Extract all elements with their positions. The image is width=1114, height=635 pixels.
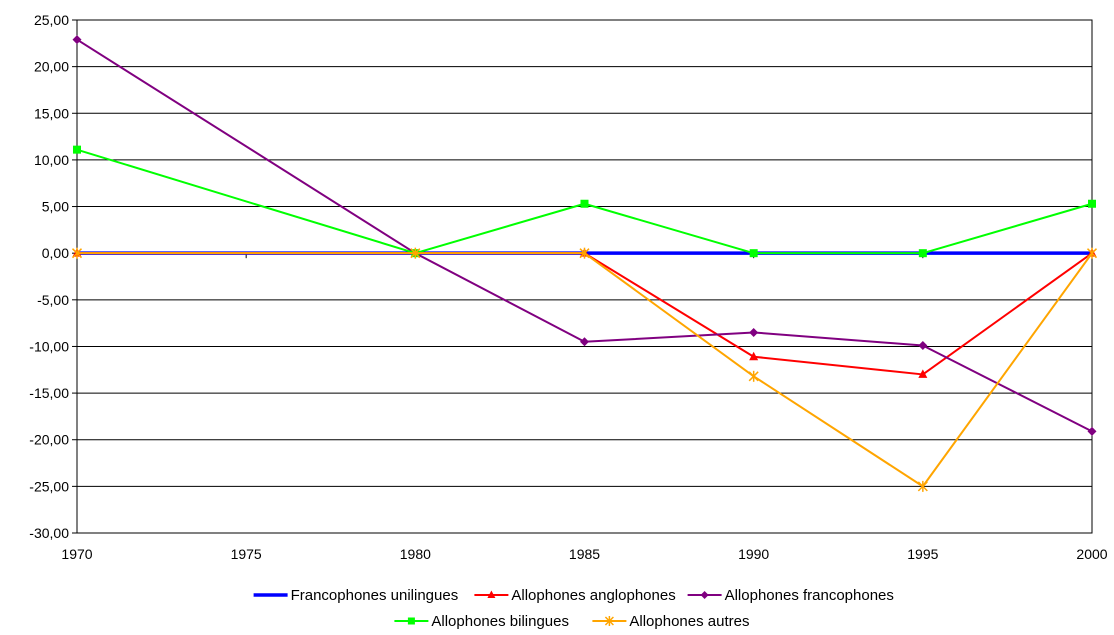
legend: Francophones unilingues Allophones anglop…: [253, 587, 894, 630]
x-tick-label: 1980: [400, 546, 431, 562]
y-tick-label: -30,00: [29, 525, 69, 541]
data-point-triangle: [918, 369, 928, 378]
data-point-square: [580, 199, 589, 208]
data-point-square: [749, 249, 758, 258]
plot-area-border: [76, 19, 1093, 534]
legend-item: Francophones unilingues: [253, 587, 459, 604]
series-1: [72, 248, 1097, 378]
y-tick-label: 5,00: [42, 199, 69, 215]
data-point-square: [73, 145, 81, 154]
data-point-diamond: [700, 591, 709, 599]
series-line: [76, 38, 1093, 433]
y-tick-label: -10,00: [29, 338, 69, 354]
series-group: [71, 35, 1098, 492]
series-line: [77, 252, 1093, 488]
y-tick-label: 15,00: [34, 105, 69, 121]
gridlines: [76, 19, 1093, 534]
legend-label: Allophones bilingues: [431, 613, 569, 630]
legend-label: Allophones francophones: [725, 587, 894, 604]
legend-item: Allophones anglophones: [474, 587, 676, 604]
x-tick-label: 1975: [231, 546, 262, 562]
data-point-star: [579, 247, 590, 259]
data-point-star: [1086, 247, 1098, 259]
data-point-triangle: [487, 590, 496, 598]
x-tick-label: 1985: [569, 546, 600, 562]
legend-item: Allophones autres: [592, 613, 749, 630]
legend-item: Allophones francophones: [687, 587, 894, 604]
data-point-star: [71, 247, 83, 259]
x-tick-label: 2000: [1076, 546, 1107, 562]
data-point-diamond: [749, 327, 759, 337]
data-point-star: [917, 480, 928, 492]
data-point-diamond: [72, 35, 82, 45]
data-point-square: [1088, 199, 1096, 208]
x-tick-label: 1990: [738, 546, 769, 562]
data-point-diamond: [1087, 426, 1097, 436]
series-line: [77, 252, 1093, 376]
y-tick-label: 0,00: [42, 245, 69, 261]
series-line: [76, 148, 1093, 255]
y-tick-label: 25,00: [34, 12, 69, 28]
series-3: [73, 145, 1096, 258]
x-tick-label: 1995: [907, 546, 938, 562]
series-4: [71, 247, 1098, 492]
x-axis: 1970 1975 1980 1985 1990 1995 2000: [61, 253, 1108, 562]
legend-item: Allophones bilingues: [394, 613, 569, 630]
legend-label: Francophones unilingues: [291, 587, 459, 604]
data-point-star: [748, 370, 759, 382]
data-point-star: [604, 616, 614, 626]
y-tick-label: 20,00: [34, 59, 69, 75]
y-tick-label: -5,00: [37, 292, 69, 308]
data-point-star: [410, 247, 421, 259]
legend-label: Allophones autres: [629, 613, 749, 630]
y-tick-label: -20,00: [29, 432, 69, 448]
series-2: [72, 35, 1097, 436]
y-tick-label: -25,00: [29, 478, 69, 494]
data-point-square: [407, 617, 415, 625]
y-tick-label: 10,00: [34, 152, 69, 168]
legend-label: Allophones anglophones: [511, 587, 675, 604]
data-point-triangle: [749, 351, 759, 361]
x-tick-label: 1970: [61, 546, 92, 562]
data-point-diamond: [918, 341, 928, 351]
data-point-diamond: [580, 337, 589, 347]
y-tick-label: -15,00: [29, 385, 69, 401]
y-axis: 25,00 20,00 15,00 10,00 5,00 0,00 -5,00 -10,00 -…: [29, 12, 77, 541]
data-point-square: [918, 249, 927, 258]
